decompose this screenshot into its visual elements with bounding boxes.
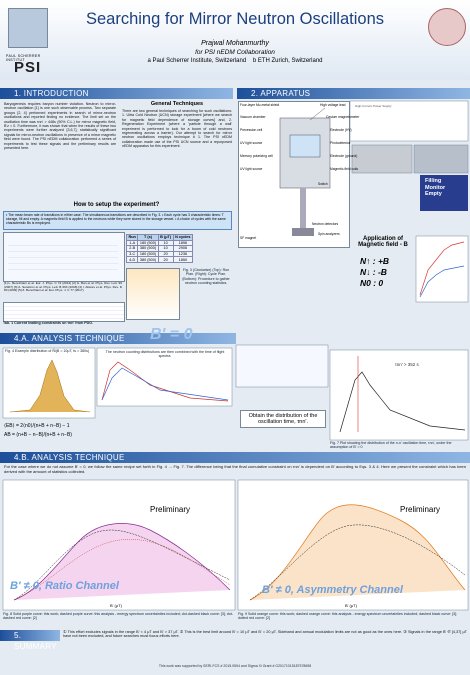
field-state: N0 : 0 xyxy=(360,278,384,288)
cell: 4-D xyxy=(125,256,139,263)
field-heading: Application of Magnetic field - B xyxy=(358,236,408,248)
phase-list: Filling Monitor Empty xyxy=(425,178,445,198)
caption: High-Current Power Supply xyxy=(355,104,392,108)
logo-image xyxy=(428,8,466,46)
apparatus-label: Photodetector xyxy=(330,141,351,145)
limit: τnn' > 352 s xyxy=(395,362,419,367)
caption: Fig. 3 (Clockwise) (Top): Run Plan. (Rig… xyxy=(182,268,230,285)
watermark: Preliminary xyxy=(150,505,191,514)
x-axis-label: B' (μT) xyxy=(345,603,357,608)
field-states: N↑ : +B N↓ : -B N0 : 0 xyxy=(360,256,389,289)
apparatus-label: Spin analyzers xyxy=(318,232,340,236)
section-heading: 5. Summary xyxy=(0,630,60,651)
table-header: Run T (s) B (μT) N cycles xyxy=(125,234,194,241)
paragraph: Baryogenesis requires baryon number viol… xyxy=(4,102,116,151)
paragraph: There are two general techniques of sear… xyxy=(122,109,232,149)
table-row: 2-B 380 (500) 10 2906 xyxy=(125,245,194,252)
caption: Tab. 1 Current leading constraints on τn… xyxy=(3,321,94,325)
section-heading: 4.B. Analysis Technique xyxy=(0,452,470,463)
callout: Obtain the distribution of the oscillati… xyxy=(240,410,326,428)
x-axis-label: B' (μT) xyxy=(110,603,122,608)
table: Run T (s) B (μT) N cycles 1-A 180 (500) 10 1896… xyxy=(125,234,194,263)
apparatus-label: Electrode (HV) xyxy=(330,128,352,132)
apparatus-label: Memory polarizing cell xyxy=(240,154,273,158)
header xyxy=(0,0,470,80)
section-heading: 1. Introduction xyxy=(0,88,233,99)
subheading: General Techniques xyxy=(150,101,204,107)
title: Searching for Mirror Neutron Oscillation… xyxy=(85,10,385,28)
paragraph: ① This effort excludes signals in the ra… xyxy=(63,630,467,639)
apparatus-label: Neutron detectors xyxy=(312,222,339,226)
caption: The neutron counting distributions are t… xyxy=(105,350,225,359)
cell: 380 (500) xyxy=(137,256,159,263)
equations xyxy=(8,240,118,274)
caption: Fig. 7 Plot showing the distribution of … xyxy=(330,441,452,450)
logo: PSI xyxy=(14,59,42,76)
field-state: N↑ : +B xyxy=(360,256,390,266)
pdg-table xyxy=(3,302,125,322)
banner: B' ≠ 0, Asymmetry Channel xyxy=(262,584,403,596)
equation: ⟨EB⟩ = 2⟨n0⟩/(n+B + n−B) − 1 xyxy=(4,423,70,429)
apparatus-label: SF magnet xyxy=(240,236,257,240)
caption: Fig. 9 Solid orange curve: this work; da… xyxy=(238,612,458,621)
watermark: Preliminary xyxy=(400,505,441,514)
banner: B' = 0 xyxy=(150,326,193,343)
phase: Filling xyxy=(425,178,442,184)
apparatus-label: Cesium magnetometer xyxy=(326,115,360,119)
field-state: N↓ : -B xyxy=(360,267,387,277)
logo-image xyxy=(8,8,48,48)
collaboration: for PSI nEDM Collaboration xyxy=(195,49,275,56)
caption: Fig. 8 Solid purple curve: this work; da… xyxy=(3,612,234,621)
equation: AB = (n+B − n−B)/(n+B + n−B) xyxy=(4,432,72,438)
caption: Fig. 4 Example distribution of Ñi(B = 10… xyxy=(5,349,90,353)
table-row: 1-A 180 (500) 10 1896 xyxy=(125,239,194,247)
cycle-plot xyxy=(126,268,180,320)
section-heading: 4.A. Analysis Technique xyxy=(0,333,236,344)
logo-text: PAUL SCHERRER INSTITUT xyxy=(6,54,41,62)
notes: • The mean beam rate of transitions in e… xyxy=(3,211,232,230)
apparatus-label: Four-layer Mu-metal shield xyxy=(240,103,280,107)
subheading: How to setup the experiment? xyxy=(73,202,160,208)
references: [1] L. Berezhiani et al. Eur. J. Phys. C… xyxy=(4,281,122,293)
affiliations: a Paul Scherrer Institute, Switzerland b… xyxy=(147,58,323,64)
paragraph: For the case where we do not assume B' =… xyxy=(4,464,466,474)
table-row: 4-D 380 (500) 20 1850 xyxy=(125,256,194,263)
apparatus-label: High voltage lead xyxy=(320,103,346,107)
apparatus-label: Precession cell xyxy=(240,128,263,132)
cell: 1850 xyxy=(172,256,194,263)
apparatus-label: Electrode (ground) xyxy=(330,154,358,158)
apparatus-label: UV light source xyxy=(240,141,263,145)
apparatus-label: Magnetic-field coils xyxy=(330,167,359,171)
footer: This work was supported by SERI-FCS # 20… xyxy=(158,664,312,668)
apparatus-label: UV light source xyxy=(240,167,263,171)
run-table: Run T (s) B (μT) N cycles 1-A 180 (500) 10 1896… xyxy=(125,234,194,263)
apparatus-label: Switch xyxy=(318,182,328,186)
banner: B' ≠ 0, Ratio Channel xyxy=(10,580,119,592)
phase: Empty xyxy=(425,191,442,197)
phase: Monitor xyxy=(425,184,446,191)
section-heading: 2. Apparatus xyxy=(237,88,470,99)
apparatus-label: Vacuum chamber xyxy=(240,115,266,119)
author: Prajwal Mohanmurthy xyxy=(201,40,269,47)
